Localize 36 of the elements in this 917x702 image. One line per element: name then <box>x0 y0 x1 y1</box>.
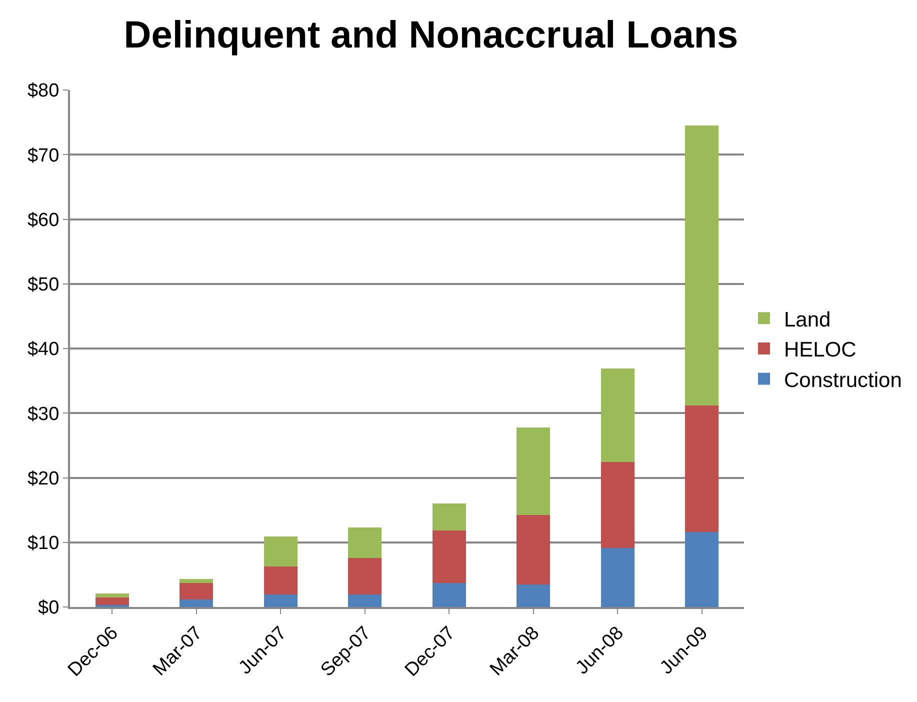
legend-label: Construction <box>784 368 902 392</box>
bar <box>685 126 719 406</box>
legend-label: Land <box>784 308 831 332</box>
bar <box>264 566 298 595</box>
bar <box>264 536 298 566</box>
bar <box>516 584 550 607</box>
bar <box>600 548 634 607</box>
y-tick-label: $50 <box>27 274 60 296</box>
y-tick-label: $80 <box>27 80 60 102</box>
bar <box>348 558 382 595</box>
bar <box>348 594 382 607</box>
bar <box>516 515 550 584</box>
bar <box>264 594 298 607</box>
y-tick-label: $60 <box>27 210 60 231</box>
bar <box>685 405 719 532</box>
bar <box>600 368 634 462</box>
bar <box>685 532 719 607</box>
bar <box>348 528 382 558</box>
bar <box>180 583 214 600</box>
bar <box>180 599 214 607</box>
bar <box>95 597 129 606</box>
y-tick-label: $0 <box>38 598 60 619</box>
y-tick-label: $40 <box>27 339 60 360</box>
bar <box>432 530 466 584</box>
bar <box>432 583 466 607</box>
bar <box>180 579 214 584</box>
bar <box>95 593 129 598</box>
bar <box>432 504 466 531</box>
bar <box>600 462 634 548</box>
y-tick-label: $20 <box>27 468 60 490</box>
legend-label: HELOC <box>784 338 856 362</box>
y-tick-label: $70 <box>27 145 60 166</box>
y-tick-label: $10 <box>27 533 60 554</box>
chart-title: Delinquent and Nonaccrual Loans <box>124 14 738 57</box>
bar <box>516 427 550 516</box>
y-tick-label: $30 <box>27 404 60 425</box>
